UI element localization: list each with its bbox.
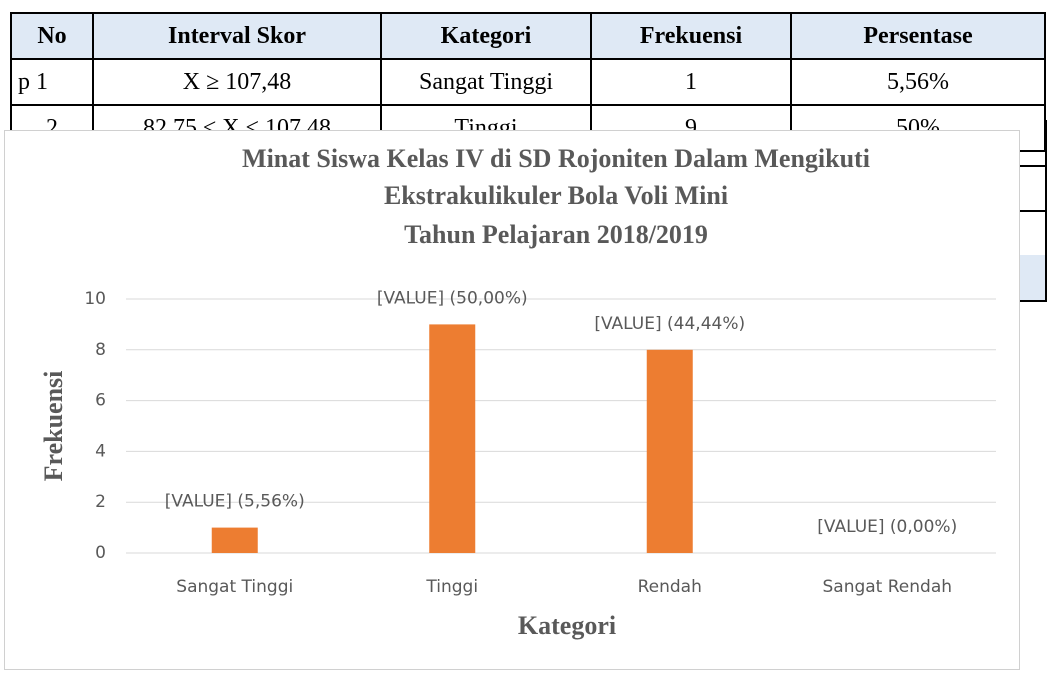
y-tick-label: 6	[95, 391, 106, 411]
data-label: [VALUE] (0,00%)	[817, 517, 957, 537]
y-tick-label: 4	[95, 441, 106, 461]
data-label: [VALUE] (50,00%)	[377, 288, 528, 308]
score-table: No Interval Skor Kategori Frekuensi Pers…	[10, 12, 1046, 152]
header-row: No Interval Skor Kategori Frekuensi Pers…	[10, 12, 1046, 60]
bar	[429, 324, 476, 553]
header-cell: Interval Skor	[92, 12, 382, 60]
x-tick-label: Rendah	[638, 577, 702, 597]
table-edge	[1020, 210, 1047, 257]
chart-box: Minat Siswa Kelas IV di SD Rojoniten Dal…	[4, 130, 1020, 670]
cell: 1	[590, 58, 792, 106]
x-tick-label: Sangat Tinggi	[176, 577, 293, 597]
cell: X ≥ 107,48	[92, 58, 382, 106]
x-tick-label: Tinggi	[425, 577, 478, 597]
chart-title: Ekstrakulikuler Bola Voli Mini	[384, 181, 728, 210]
header-cell: No	[10, 12, 94, 60]
bar	[646, 349, 693, 553]
data-label: [VALUE] (5,56%)	[165, 492, 305, 512]
x-tick-label: Sangat Rendah	[822, 577, 952, 597]
table-edge	[1020, 120, 1047, 167]
header-cell: Frekuensi	[590, 12, 792, 60]
data-label: [VALUE] (44,44%)	[594, 314, 745, 334]
chart-title: Minat Siswa Kelas IV di SD Rojoniten Dal…	[242, 144, 870, 173]
header-cell: Persentase	[790, 12, 1046, 60]
y-axis-label: Frekuensi	[39, 371, 68, 482]
chart: Minat Siswa Kelas IV di SD Rojoniten Dal…	[39, 144, 996, 640]
table-edge	[1020, 165, 1047, 212]
cell: Sangat Tinggi	[380, 58, 592, 106]
header-cell: Kategori	[380, 12, 592, 60]
cell: 5,56%	[790, 58, 1046, 106]
cell: p 1	[10, 58, 94, 106]
y-tick-label: 8	[95, 340, 106, 360]
chart-title: Tahun Pelajaran 2018/2019	[404, 220, 708, 249]
y-tick-label: 0	[95, 543, 106, 563]
bar	[211, 527, 258, 553]
x-axis-label: Kategori	[518, 611, 616, 640]
table-edge	[1020, 255, 1047, 302]
y-tick-label: 2	[95, 492, 106, 512]
row: p 1 X ≥ 107,48 Sangat Tinggi 1 5,56%	[10, 58, 1046, 106]
y-tick-label: 10	[84, 289, 106, 309]
